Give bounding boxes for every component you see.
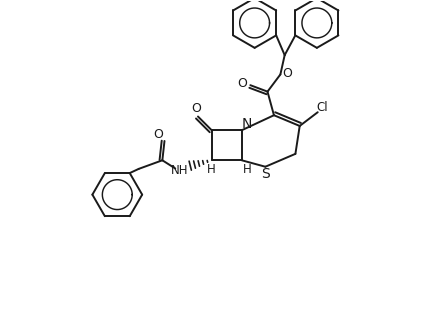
Text: S: S (261, 168, 270, 182)
Text: O: O (282, 67, 292, 80)
Text: NH: NH (171, 164, 188, 177)
Text: N: N (242, 117, 252, 131)
Text: H: H (242, 163, 251, 176)
Text: O: O (238, 76, 248, 90)
Text: O: O (153, 128, 163, 141)
Text: H: H (207, 163, 216, 176)
Text: Cl: Cl (316, 101, 328, 115)
Text: O: O (191, 102, 201, 115)
